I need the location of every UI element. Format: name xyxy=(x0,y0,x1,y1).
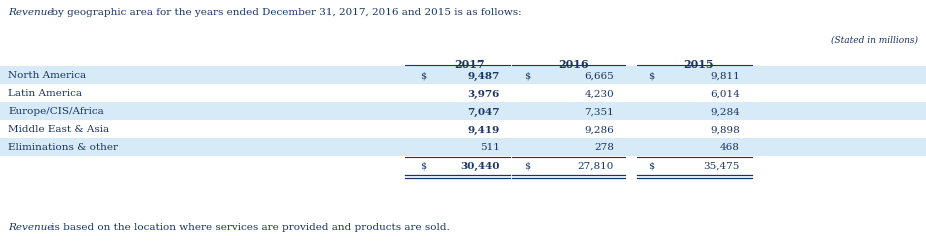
Text: Eliminations & other: Eliminations & other xyxy=(8,143,118,152)
Text: (Stated in millions): (Stated in millions) xyxy=(831,36,918,45)
Text: 30,440: 30,440 xyxy=(460,161,500,170)
Bar xyxy=(0,102,926,120)
Text: 2015: 2015 xyxy=(683,59,714,70)
Text: Revenue: Revenue xyxy=(8,222,54,231)
Bar xyxy=(0,156,926,174)
Text: 278: 278 xyxy=(594,143,614,152)
Text: $: $ xyxy=(420,161,426,170)
Text: is based on the location where services are provided and products are sold.: is based on the location where services … xyxy=(48,222,450,231)
Text: 2016: 2016 xyxy=(558,59,589,70)
Bar xyxy=(0,138,926,156)
Text: 35,475: 35,475 xyxy=(704,161,740,170)
Text: $: $ xyxy=(524,71,531,80)
Text: 3,976: 3,976 xyxy=(468,89,500,98)
Text: 9,286: 9,286 xyxy=(584,125,614,134)
Text: North America: North America xyxy=(8,71,86,80)
Text: 9,811: 9,811 xyxy=(710,71,740,80)
Text: 511: 511 xyxy=(480,143,500,152)
Text: Europe/CIS/Africa: Europe/CIS/Africa xyxy=(8,107,104,116)
Text: 468: 468 xyxy=(720,143,740,152)
Text: 9,284: 9,284 xyxy=(710,107,740,116)
Text: 7,047: 7,047 xyxy=(468,107,500,116)
Text: $: $ xyxy=(648,71,655,80)
Bar xyxy=(0,67,926,85)
Text: by geographic area for the years ended December 31, 2017, 2016 and 2015 is as fo: by geographic area for the years ended D… xyxy=(48,8,521,17)
Bar xyxy=(0,85,926,102)
Text: $: $ xyxy=(420,71,426,80)
Text: 6,014: 6,014 xyxy=(710,89,740,98)
Text: $: $ xyxy=(648,161,655,170)
Text: 9,487: 9,487 xyxy=(468,71,500,80)
Text: 9,898: 9,898 xyxy=(710,125,740,134)
Text: $: $ xyxy=(524,161,531,170)
Bar xyxy=(0,120,926,138)
Text: 2017: 2017 xyxy=(455,59,485,70)
Text: Latin America: Latin America xyxy=(8,89,82,98)
Text: Middle East & Asia: Middle East & Asia xyxy=(8,125,109,134)
Text: Revenue: Revenue xyxy=(8,8,54,17)
Text: 6,665: 6,665 xyxy=(584,71,614,80)
Text: 27,810: 27,810 xyxy=(578,161,614,170)
Text: 4,230: 4,230 xyxy=(584,89,614,98)
Text: 7,351: 7,351 xyxy=(584,107,614,116)
Text: 9,419: 9,419 xyxy=(468,125,500,134)
